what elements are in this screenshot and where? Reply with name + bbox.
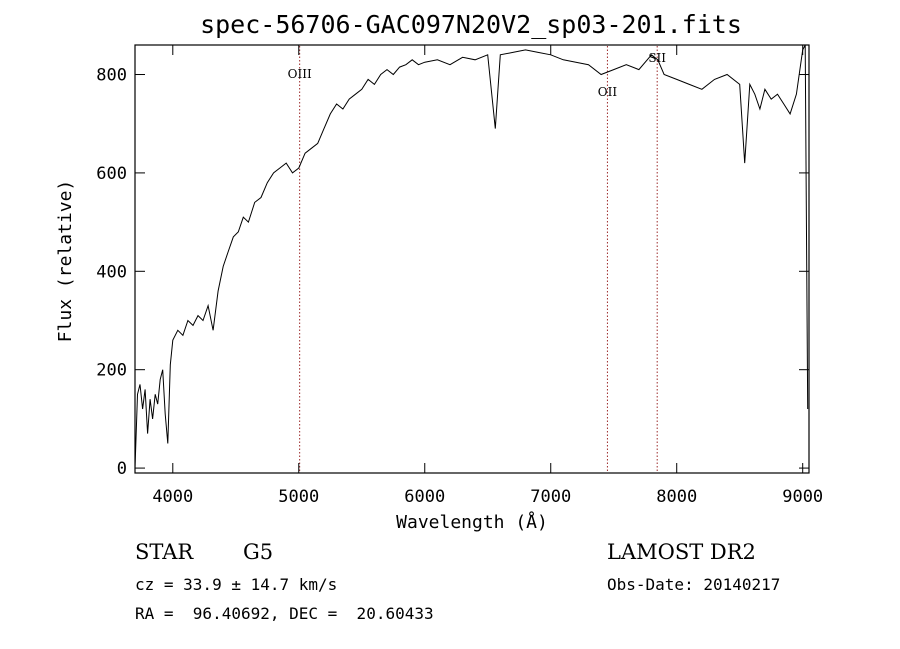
x-tick-label-5000: 5000 <box>278 487 319 507</box>
observation-date: Obs-Date: 20140217 <box>607 575 781 594</box>
marker-label-1: OII <box>598 85 618 99</box>
y-tick-label-800: 800 <box>96 66 127 86</box>
plot-area <box>134 44 810 474</box>
x-axis-label: Wavelength (Å) <box>396 511 548 533</box>
line-markers: OIII OII SII <box>288 46 666 472</box>
spectrum-series <box>134 44 809 469</box>
coordinates: RA = 96.40692, DEC = 20.60433 <box>135 604 434 623</box>
y-tick-label-200: 200 <box>96 361 127 381</box>
y-tick-label-0: 0 <box>117 459 127 479</box>
spectrum-line-0 <box>134 44 809 469</box>
x-tick-label-8000: 8000 <box>656 487 697 507</box>
x-tick-label-4000: 4000 <box>152 487 193 507</box>
marker-label-2: SII <box>648 51 666 65</box>
x-tick-label-7000: 7000 <box>530 487 571 507</box>
survey-label: LAMOST DR2 <box>607 540 756 564</box>
x-axis-ticks: 4000 5000 6000 7000 8000 9000 <box>152 45 823 507</box>
marker-label-0: OIII <box>288 67 312 81</box>
x-tick-label-9000: 9000 <box>782 487 823 507</box>
plot-frame <box>134 44 810 474</box>
y-tick-label-400: 400 <box>96 262 127 282</box>
chart-title: spec-56706-GAC097N20V2_sp03-201.fits <box>200 10 742 39</box>
y-axis-ticks: 0 200 400 600 800 <box>96 66 809 479</box>
object-class: STAR <box>135 540 194 564</box>
y-axis-label: Flux (relative) <box>55 180 76 343</box>
y-tick-label-600: 600 <box>96 164 127 184</box>
x-tick-label-6000: 6000 <box>404 487 445 507</box>
redshift-velocity: cz = 33.9 ± 14.7 km/s <box>135 575 338 594</box>
object-subclass: G5 <box>243 540 274 564</box>
